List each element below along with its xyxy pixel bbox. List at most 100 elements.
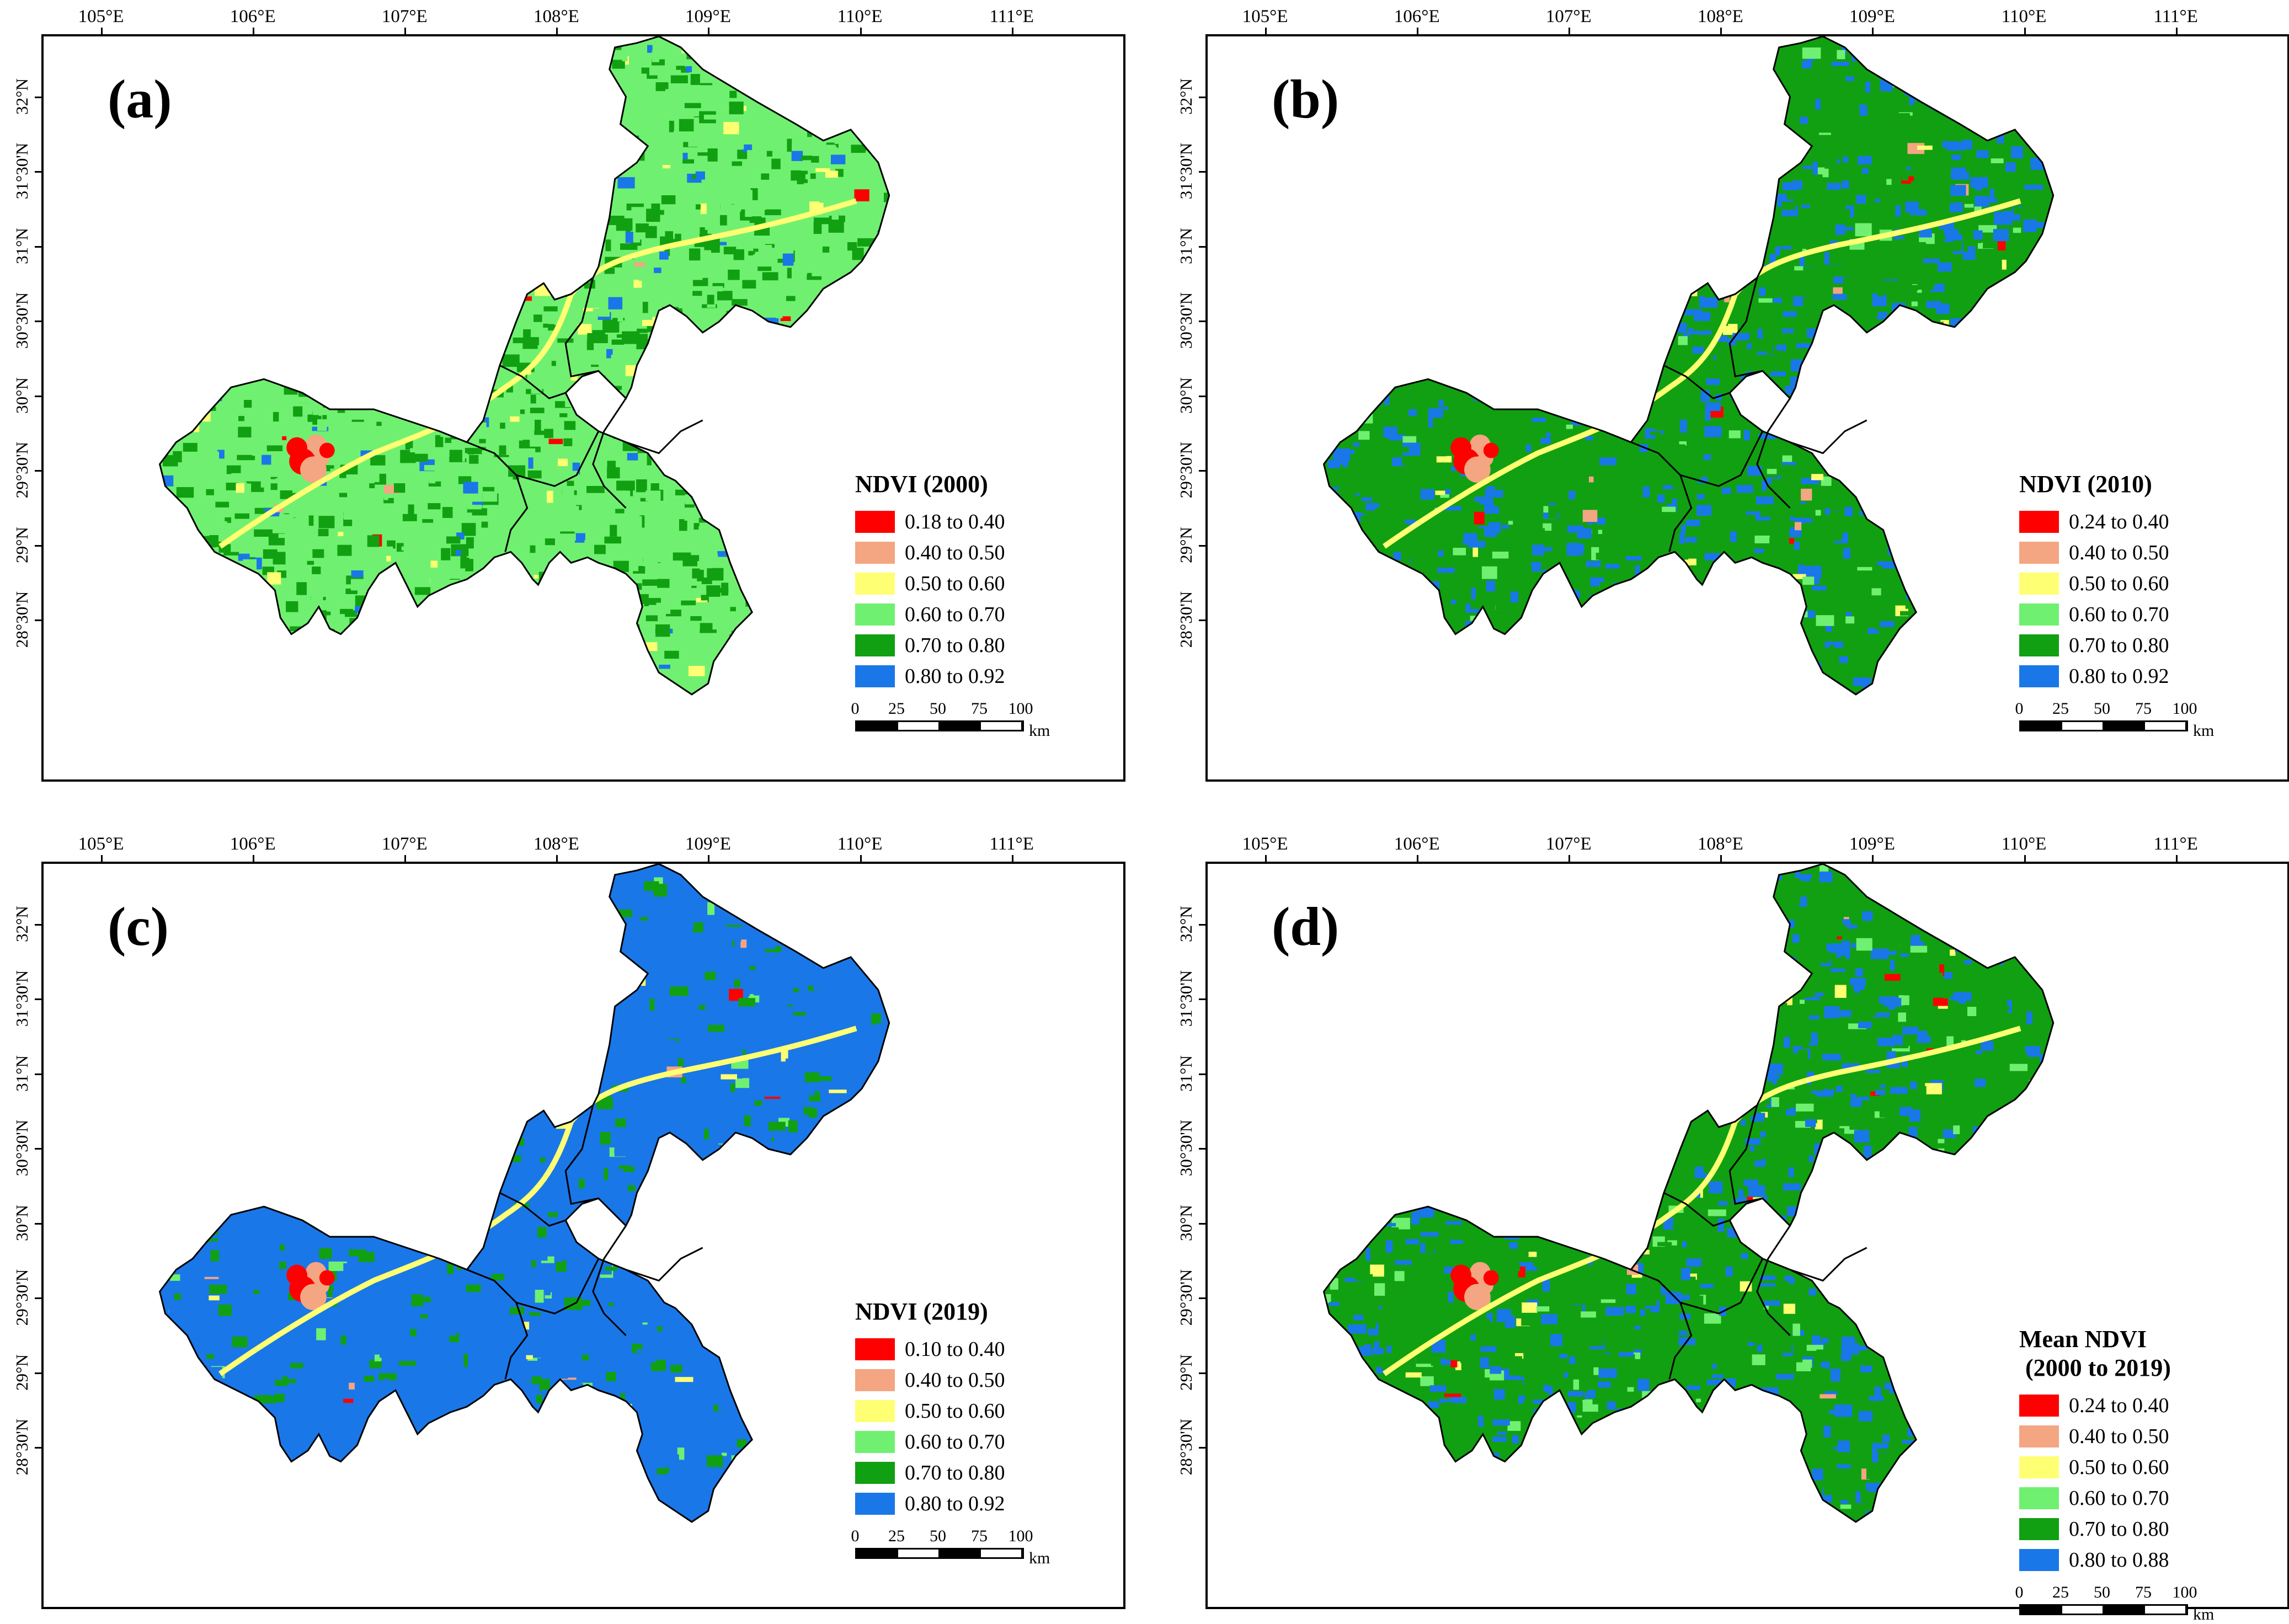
ndvi-pixel-patch — [837, 102, 843, 105]
ndvi-pixel-patch — [761, 173, 769, 179]
ndvi-pixel-patch — [174, 425, 180, 433]
ndvi-pixel-patch — [279, 133, 284, 138]
ndvi-pixel-patch — [362, 667, 378, 677]
ndvi-pixel-patch — [566, 238, 584, 241]
ndvi-pixel-patch — [2039, 77, 2052, 88]
ndvi-pixel-patch — [1733, 51, 1749, 61]
ndvi-pixel-patch — [403, 357, 413, 362]
ndvi-pixel-patch — [1617, 654, 1630, 659]
ndvi-pixel-patch — [208, 699, 226, 706]
ndvi-pixel-patch — [1348, 699, 1355, 707]
ndvi-pixel-patch — [369, 107, 382, 115]
ndvi-pixel-patch — [1739, 164, 1757, 174]
ndvi-pixel-patch — [653, 549, 661, 562]
ndvi-pixel-patch — [1422, 192, 1439, 197]
ndvi-pixel-patch — [1600, 304, 1615, 312]
ndvi-pixel-patch — [1648, 219, 1662, 231]
ndvi-pixel-patch — [561, 97, 573, 105]
ndvi-pixel-patch — [1539, 638, 1554, 649]
ndvi-pixel-patch — [1943, 128, 1952, 138]
ndvi-pixel-patch — [1639, 201, 1644, 212]
ndvi-pixel-patch — [2050, 298, 2064, 308]
ndvi-pixel-patch — [361, 297, 375, 303]
ndvi-pixel-patch — [728, 270, 739, 280]
ndvi-pixel-patch — [1472, 159, 1479, 167]
ndvi-pixel-patch — [1362, 346, 1373, 351]
ndvi-pixel-patch — [1797, 457, 1803, 462]
ndvi-pixel-patch — [842, 105, 849, 111]
ndvi-pixel-patch — [689, 248, 700, 260]
ndvi-pixel-patch — [385, 74, 399, 78]
ndvi-pixel-patch — [876, 274, 883, 284]
ndvi-pixel-patch — [755, 78, 773, 83]
ndvi-pixel-patch — [1348, 185, 1357, 194]
ndvi-pixel-patch — [1784, 137, 1797, 141]
ndvi-pixel-patch — [1336, 248, 1348, 257]
ndvi-pixel-patch — [590, 376, 605, 386]
ndvi-pixel-patch — [881, 273, 899, 284]
ndvi-pixel-patch — [1545, 327, 1551, 336]
ndvi-pixel-patch — [462, 379, 481, 387]
ndvi-pixel-patch — [166, 506, 171, 515]
legend-swatch — [855, 603, 895, 626]
ndvi-pixel-patch — [1404, 264, 1417, 274]
ndvi-pixel-patch — [478, 333, 489, 339]
ndvi-pixel-patch — [168, 314, 174, 323]
ndvi-pixel-patch — [428, 503, 440, 509]
ndvi-pixel-patch — [1481, 192, 1492, 199]
ndvi-pixel-patch — [1884, 511, 1895, 520]
ndvi-pixel-patch — [351, 564, 359, 568]
ndvi-pixel-patch — [1356, 636, 1360, 642]
ndvi-pixel-patch — [1395, 631, 1412, 642]
ndvi-pixel-patch — [488, 338, 499, 349]
ndvi-pixel-patch — [1454, 661, 1470, 669]
ndvi-pixel-patch — [1947, 392, 1958, 400]
ndvi-pixel-patch — [765, 594, 779, 601]
ndvi-pixel-patch — [1976, 688, 1987, 697]
ndvi-pixel-patch — [1562, 669, 1574, 680]
ndvi-pixel-patch — [1457, 300, 1461, 308]
ndvi-pixel-patch — [1376, 479, 1385, 487]
ndvi-pixel-patch — [1619, 338, 1636, 347]
ndvi-pixel-patch — [881, 146, 887, 151]
ndvi-pixel-patch — [813, 650, 819, 656]
ndvi-pixel-patch — [2057, 250, 2064, 255]
ndvi-pixel-patch — [416, 284, 430, 293]
ndvi-pixel-patch — [1720, 527, 1727, 533]
ndvi-pixel-patch — [1543, 254, 1559, 265]
ndvi-pixel-patch — [484, 194, 501, 199]
ndvi-pixel-patch — [1469, 371, 1474, 378]
ndvi-pixel-patch — [1675, 414, 1680, 424]
ndvi-pixel-patch — [234, 514, 249, 519]
ndvi-pixel-patch — [210, 658, 214, 664]
ndvi-pixel-patch — [2009, 334, 2018, 344]
ndvi-pixel-patch — [1739, 297, 1745, 307]
ndvi-pixel-patch — [341, 47, 353, 59]
lat-tick-label: 32°N — [12, 78, 32, 115]
ndvi-pixel-patch — [777, 423, 787, 432]
ndvi-pixel-patch — [375, 199, 389, 205]
ndvi-pixel-patch — [1753, 168, 1768, 173]
ndvi-pixel-patch — [1680, 420, 1687, 433]
ndvi-pixel-patch — [1697, 83, 1704, 94]
ndvi-pixel-patch — [215, 237, 225, 244]
ndvi-pixel-patch — [1658, 66, 1668, 71]
ndvi-pixel-patch — [600, 664, 617, 677]
ndvi-pixel-patch — [1926, 47, 1930, 52]
ndvi-pixel-patch — [599, 144, 615, 154]
ndvi-pixel-patch — [306, 320, 311, 328]
ndvi-pixel-patch — [823, 376, 829, 380]
ndvi-pixel-patch — [428, 365, 435, 370]
ndvi-pixel-patch — [1557, 407, 1570, 410]
ndvi-pixel-patch — [1411, 338, 1428, 348]
ndvi-pixel-patch — [297, 167, 303, 173]
ndvi-pixel-patch — [2023, 99, 2028, 109]
ndvi-pixel-patch — [351, 37, 367, 45]
ndvi-pixel-patch — [1667, 622, 1684, 628]
ndvi-pixel-patch — [348, 246, 361, 253]
ndvi-pixel-patch — [407, 675, 412, 687]
ndvi-pixel-patch — [1731, 92, 1747, 104]
ndvi-pixel-patch — [687, 698, 697, 706]
ndvi-pixel-patch — [464, 320, 472, 328]
ndvi-pixel-patch — [1357, 474, 1368, 485]
